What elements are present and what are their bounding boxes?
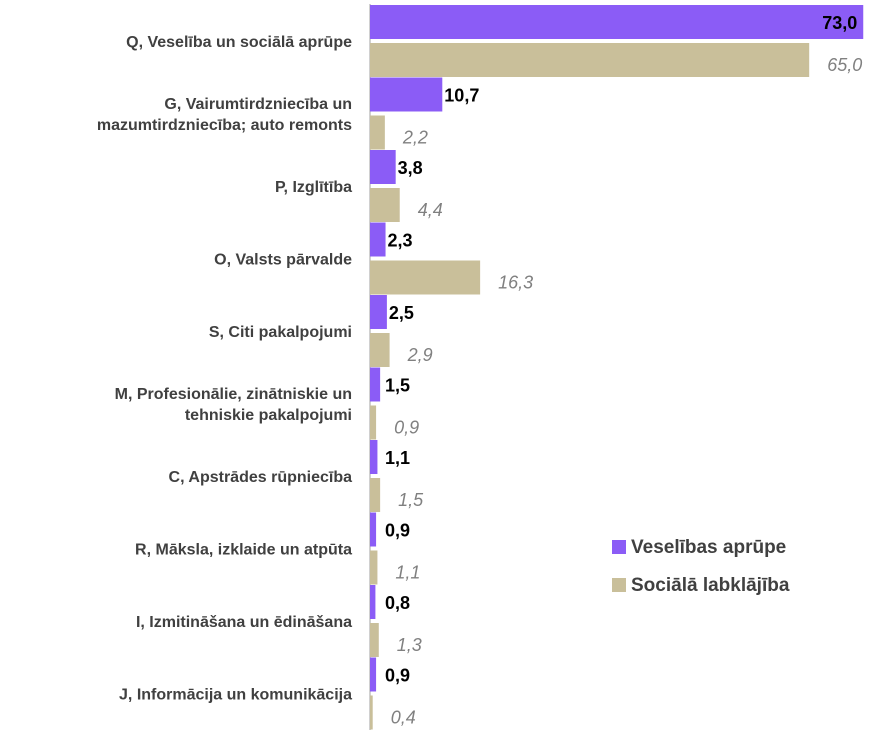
category-label: O, Valsts pārvalde [214, 252, 352, 269]
legend-label: Sociālā labklājība [631, 575, 790, 596]
bar [370, 295, 387, 329]
value-label: 1,5 [398, 490, 424, 510]
bar [370, 478, 381, 512]
value-label: 1,1 [385, 448, 410, 468]
value-label: 16,3 [498, 272, 533, 292]
value-label: 0,9 [394, 417, 419, 437]
bar [370, 77, 443, 112]
value-label: 2,2 [402, 127, 428, 147]
bar [370, 585, 376, 619]
legend-label: Veselības aprūpe [631, 537, 786, 558]
value-label: 1,5 [385, 375, 410, 395]
category-label: I, Izmitināšana un ēdināšana [136, 614, 352, 631]
category-label: Q, Veselība un sociālā aprūpe [126, 34, 352, 51]
category-label: M, Profesionālie, zinātniskie un tehniski… [115, 386, 352, 424]
bar [370, 188, 400, 222]
bar [370, 440, 378, 474]
category-label: R, Māksla, izklaide un atpūta [135, 542, 352, 559]
bar [370, 115, 385, 150]
category-label: P, Izglītība [275, 179, 352, 196]
value-label: 2,9 [407, 345, 433, 365]
value-label: 0,9 [385, 665, 410, 685]
category-label: C, Apstrādes rūpniecība [169, 469, 353, 486]
bar [370, 367, 381, 402]
bar [370, 512, 377, 547]
value-label: 2,3 [388, 230, 413, 250]
value-label: 65,0 [827, 55, 862, 75]
value-label: 2,5 [389, 303, 414, 323]
category-label: J, Informācija un komunikācija [119, 687, 352, 704]
value-label: 3,8 [398, 158, 423, 178]
bar [370, 5, 864, 39]
category-label: G, Vairumtirdzniecība un mazumtirdzniecīb… [97, 96, 352, 134]
value-label: 73,0 [822, 13, 857, 33]
value-label: 4,4 [418, 200, 443, 220]
category-label: S, Citi pakalpojumi [209, 324, 352, 341]
bar [370, 657, 377, 692]
bar [370, 695, 373, 730]
value-label: 1,1 [395, 562, 420, 582]
bar [370, 150, 396, 184]
bar [370, 43, 810, 77]
value-label: 0,4 [391, 707, 416, 727]
value-label: 0,9 [385, 520, 410, 540]
bar [370, 623, 379, 657]
bar [370, 550, 378, 585]
value-label: 1,3 [397, 635, 422, 655]
value-label: 0,8 [385, 593, 410, 613]
bar [370, 222, 386, 257]
legend-swatch [612, 578, 626, 592]
value-label: 10,7 [444, 85, 479, 105]
bar [370, 405, 377, 440]
bar [370, 260, 481, 295]
bar [370, 333, 390, 367]
legend-swatch [612, 540, 626, 554]
